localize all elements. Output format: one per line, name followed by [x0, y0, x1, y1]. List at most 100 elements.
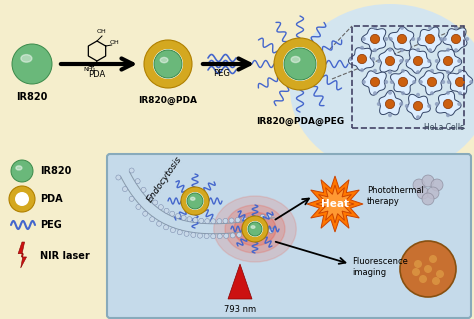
Circle shape [205, 219, 210, 224]
Circle shape [193, 218, 198, 223]
Circle shape [389, 37, 393, 41]
Circle shape [398, 78, 408, 87]
Circle shape [428, 48, 432, 52]
Circle shape [417, 187, 429, 199]
Circle shape [129, 196, 134, 201]
Polygon shape [228, 264, 252, 299]
Circle shape [237, 233, 242, 237]
Circle shape [373, 69, 377, 73]
Circle shape [191, 233, 196, 237]
Circle shape [457, 102, 461, 106]
Ellipse shape [160, 57, 168, 63]
Circle shape [447, 80, 451, 84]
Circle shape [235, 218, 240, 222]
Text: IR820: IR820 [16, 92, 48, 102]
Circle shape [204, 234, 209, 239]
Circle shape [362, 37, 366, 41]
Circle shape [411, 37, 415, 41]
Circle shape [436, 270, 444, 278]
Circle shape [150, 217, 155, 222]
Circle shape [187, 217, 192, 222]
Circle shape [135, 179, 140, 184]
Circle shape [388, 113, 392, 117]
Circle shape [283, 47, 317, 81]
Circle shape [247, 216, 253, 221]
Circle shape [446, 113, 450, 117]
Text: OH: OH [97, 29, 107, 34]
Circle shape [416, 70, 420, 74]
Circle shape [229, 218, 234, 223]
Ellipse shape [16, 166, 22, 170]
Circle shape [187, 193, 203, 209]
Circle shape [413, 101, 423, 111]
Circle shape [249, 231, 255, 236]
Circle shape [199, 218, 204, 223]
Circle shape [422, 193, 434, 205]
Circle shape [446, 70, 450, 74]
Circle shape [198, 233, 202, 238]
Circle shape [429, 255, 437, 263]
Circle shape [122, 187, 128, 192]
Circle shape [458, 69, 462, 73]
Circle shape [154, 50, 182, 78]
Circle shape [211, 219, 216, 224]
Circle shape [11, 160, 33, 182]
Circle shape [170, 211, 175, 216]
Ellipse shape [214, 196, 296, 262]
Circle shape [454, 48, 458, 52]
Circle shape [370, 34, 380, 44]
Circle shape [424, 265, 432, 273]
Circle shape [428, 26, 432, 30]
Polygon shape [436, 92, 461, 115]
Circle shape [144, 40, 192, 88]
Circle shape [431, 179, 443, 191]
Circle shape [242, 216, 268, 242]
Circle shape [419, 275, 427, 283]
Circle shape [370, 78, 380, 87]
Circle shape [451, 34, 461, 44]
Circle shape [416, 48, 420, 52]
Circle shape [385, 100, 395, 109]
Circle shape [397, 34, 407, 44]
Circle shape [435, 102, 439, 106]
Circle shape [254, 215, 259, 220]
Circle shape [357, 54, 366, 63]
Circle shape [158, 204, 164, 210]
Circle shape [177, 230, 182, 235]
Circle shape [175, 213, 181, 219]
Circle shape [400, 48, 404, 52]
Circle shape [217, 219, 222, 224]
Ellipse shape [191, 197, 195, 200]
Circle shape [454, 26, 458, 30]
Circle shape [164, 225, 168, 230]
Ellipse shape [21, 55, 32, 62]
Circle shape [349, 57, 353, 61]
Circle shape [465, 37, 469, 41]
Circle shape [248, 222, 262, 236]
Circle shape [266, 213, 271, 219]
Circle shape [129, 168, 134, 173]
Circle shape [388, 91, 392, 95]
Polygon shape [362, 71, 386, 95]
Polygon shape [389, 27, 414, 51]
Circle shape [211, 234, 216, 239]
Ellipse shape [241, 218, 268, 240]
Text: PDA: PDA [40, 194, 63, 204]
Polygon shape [419, 71, 444, 95]
Text: OH: OH [110, 40, 119, 45]
Circle shape [427, 187, 439, 199]
Circle shape [388, 48, 392, 52]
Circle shape [136, 204, 141, 210]
Circle shape [184, 231, 189, 236]
Text: Heat: Heat [321, 199, 349, 209]
Circle shape [186, 192, 204, 210]
Polygon shape [316, 185, 354, 223]
Circle shape [153, 49, 183, 79]
Circle shape [241, 217, 246, 222]
Circle shape [456, 78, 465, 87]
Ellipse shape [290, 4, 474, 174]
Circle shape [153, 200, 158, 205]
Polygon shape [407, 94, 430, 119]
Circle shape [428, 78, 437, 87]
Circle shape [373, 48, 377, 52]
